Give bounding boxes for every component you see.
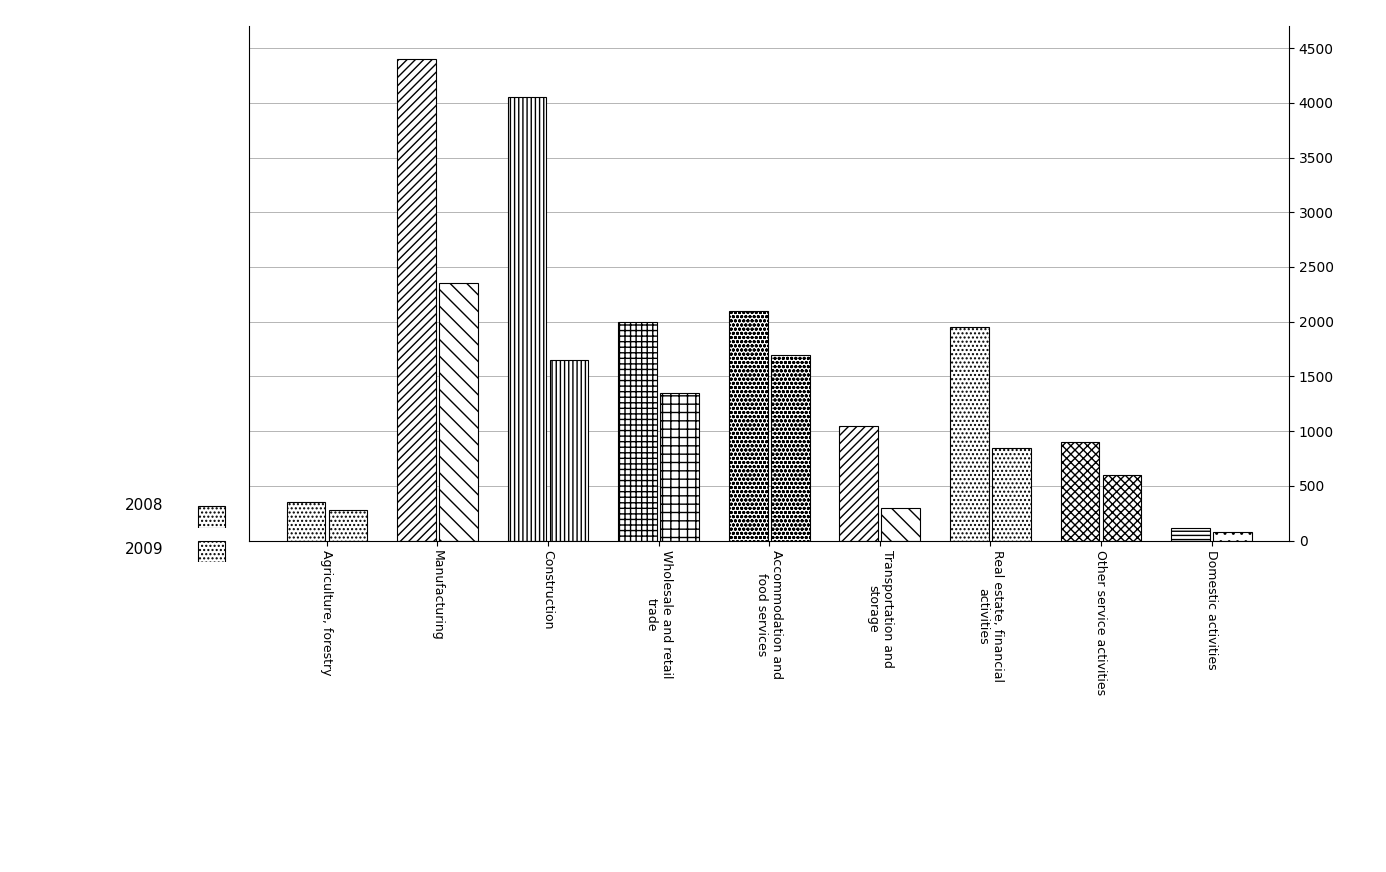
Bar: [398, 59, 435, 541]
Text: 2008: 2008: [125, 498, 164, 514]
Bar: [198, 541, 225, 562]
Bar: [1213, 532, 1252, 541]
Bar: [439, 283, 478, 541]
Bar: [287, 502, 326, 541]
Bar: [729, 310, 768, 541]
Bar: [198, 506, 225, 528]
Bar: [949, 327, 988, 541]
Bar: [1060, 442, 1099, 541]
Text: 2009: 2009: [125, 542, 164, 557]
Bar: [840, 426, 879, 541]
Bar: [507, 98, 546, 541]
Bar: [881, 508, 920, 541]
Bar: [660, 393, 699, 541]
Bar: [328, 510, 367, 541]
Bar: [771, 355, 809, 541]
Bar: [1171, 528, 1210, 541]
Bar: [1103, 475, 1141, 541]
Bar: [992, 447, 1031, 541]
Bar: [618, 322, 657, 541]
Bar: [550, 360, 589, 541]
